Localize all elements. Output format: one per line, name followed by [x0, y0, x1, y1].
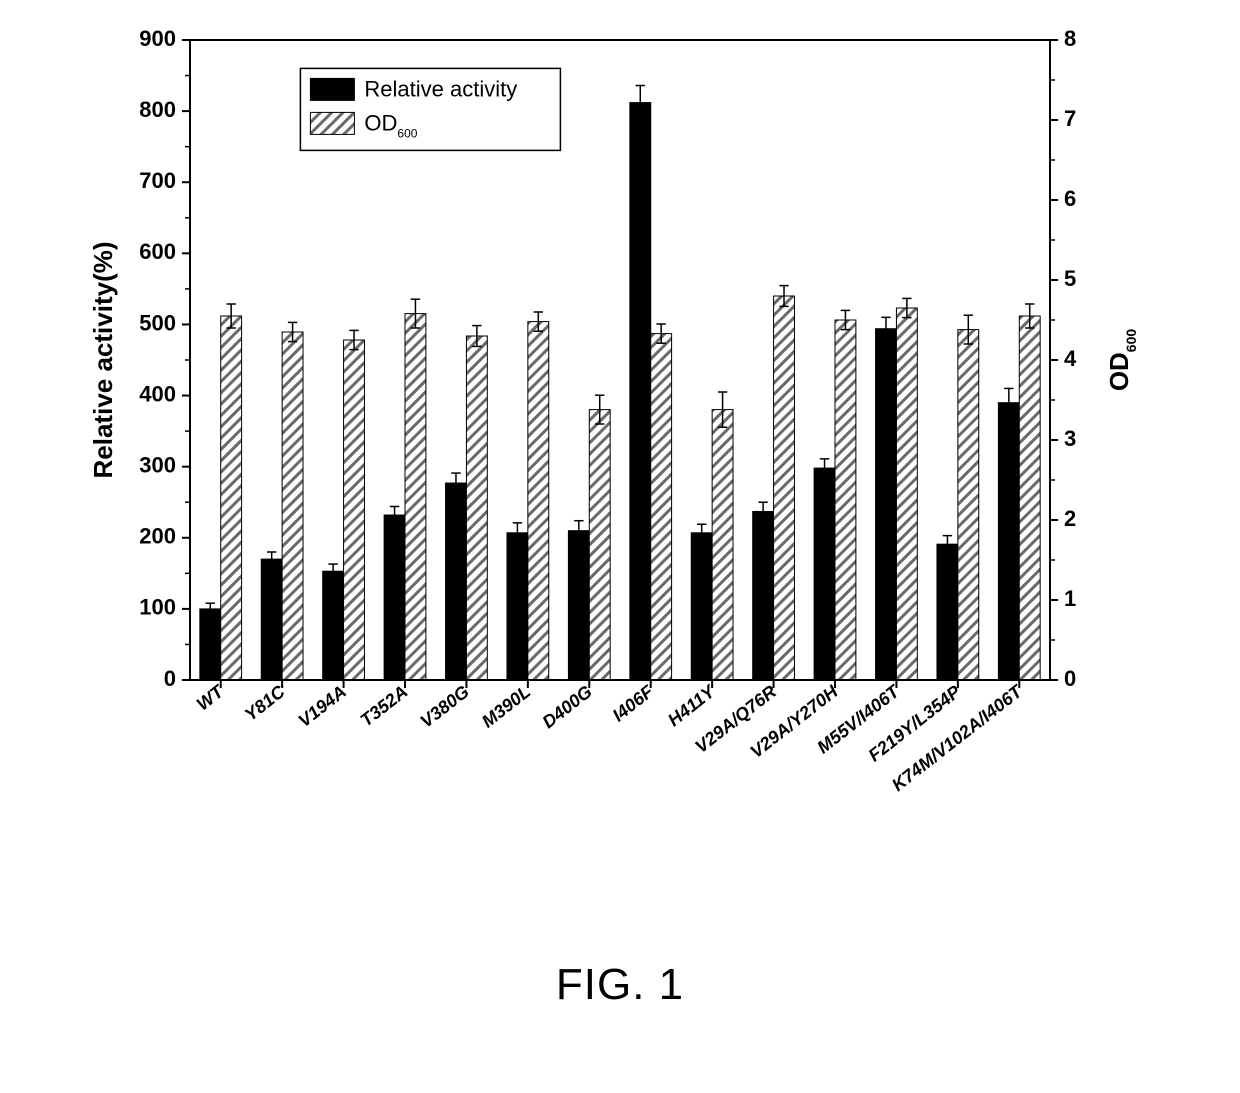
svg-text:300: 300	[139, 452, 176, 477]
svg-text:900: 900	[139, 26, 176, 51]
svg-text:6: 6	[1064, 186, 1076, 211]
svg-text:8: 8	[1064, 26, 1076, 51]
svg-text:200: 200	[139, 524, 176, 549]
svg-text:1: 1	[1064, 586, 1076, 611]
chart-container: 0 100 200 300 400 500 600 700 800 900 0 1 2 3 4 5 6 7 8 Rel…	[60, 20, 1180, 920]
svg-text:3: 3	[1064, 426, 1076, 451]
svg-text:0: 0	[1064, 666, 1076, 691]
svg-text:0: 0	[164, 666, 176, 691]
svg-text:800: 800	[139, 97, 176, 122]
page: 0 100 200 300 400 500 600 700 800 900 0 1 2 3 4 5 6 7 8 Rel…	[0, 0, 1240, 1093]
svg-text:600: 600	[139, 239, 176, 264]
svg-text:500: 500	[139, 310, 176, 335]
svg-text:7: 7	[1064, 106, 1076, 131]
bar-chart: 0 100 200 300 400 500 600 700 800 900 0 1 2 3 4 5 6 7 8 Rel…	[60, 20, 1180, 920]
svg-text:Relative activity: Relative activity	[364, 76, 517, 101]
svg-text:100: 100	[139, 595, 176, 620]
svg-text:2: 2	[1064, 506, 1076, 531]
svg-text:Relative activity(%): Relative activity(%)	[88, 242, 118, 479]
svg-text:5: 5	[1064, 266, 1076, 291]
figure-caption: FIG. 1	[0, 960, 1240, 1010]
svg-text:700: 700	[139, 168, 176, 193]
svg-text:4: 4	[1064, 346, 1077, 371]
svg-text:400: 400	[139, 381, 176, 406]
